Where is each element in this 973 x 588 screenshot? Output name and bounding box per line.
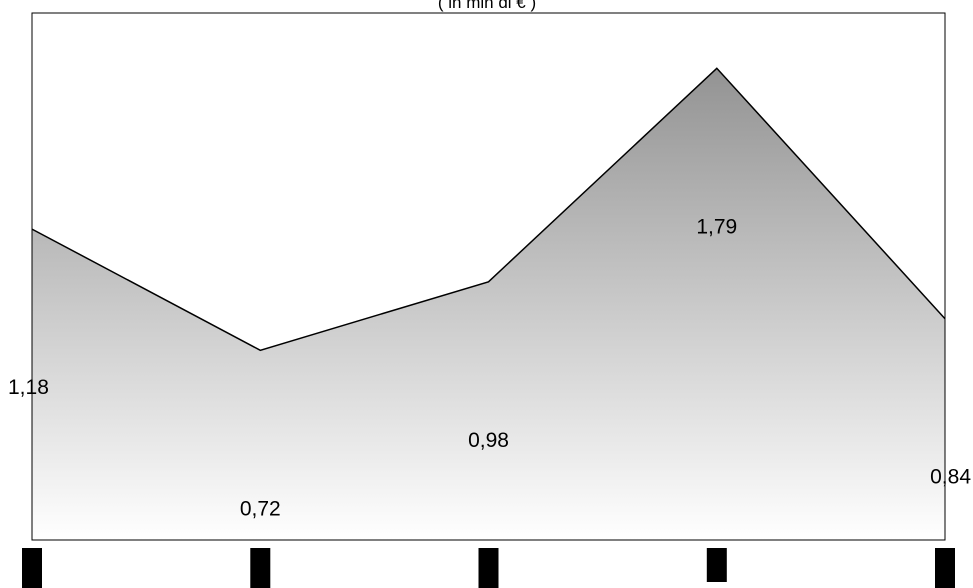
x-axis-category-marker	[22, 548, 42, 588]
data-label: 0,72	[240, 497, 281, 520]
x-axis-category-marker	[250, 548, 270, 588]
data-label: 1,18	[8, 376, 49, 399]
data-label: 0,98	[468, 429, 509, 452]
x-axis-category-marker	[707, 548, 727, 582]
data-label: 0,84	[930, 466, 971, 489]
data-label: 1,79	[696, 215, 737, 238]
area-fill	[32, 68, 945, 540]
x-axis-category-markers	[22, 548, 955, 588]
x-axis-category-marker	[479, 548, 499, 588]
chart-subtitle: ( in mln di € )	[438, 0, 536, 12]
x-axis-category-marker	[935, 548, 955, 588]
